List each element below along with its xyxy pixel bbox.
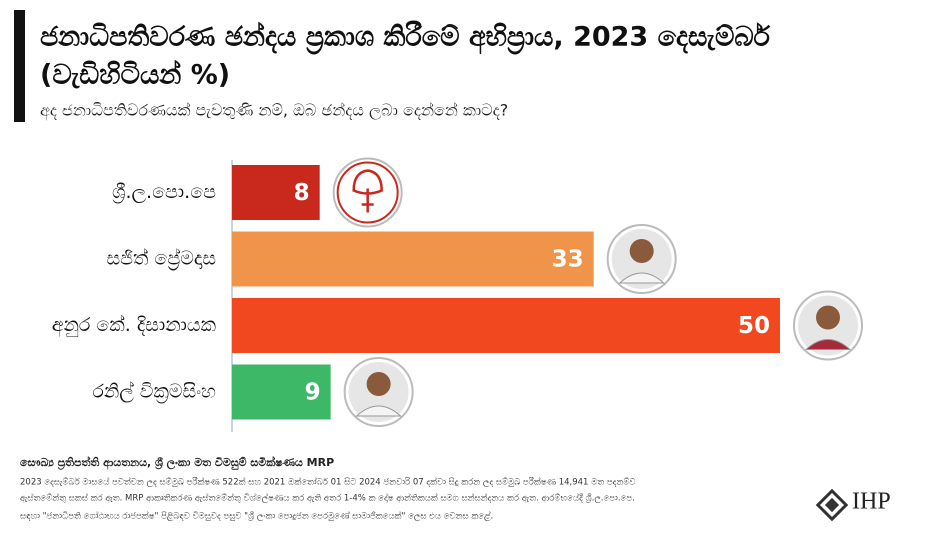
- bar: [232, 231, 594, 287]
- logo-text: IHP: [852, 489, 891, 515]
- note: 2023 දෙසැම්බර් මාසයේ පවත්වන ලද සම්මුඛ පර…: [20, 476, 636, 487]
- value-label: 33: [552, 247, 584, 273]
- bar: [232, 298, 780, 353]
- portrait-body: [355, 405, 402, 417]
- note: ඇස්තමේන්තු සකස් කර ඇත. MRP ආකෘතිකරණ ඇස්ත…: [20, 492, 635, 503]
- logo-icon: [815, 488, 849, 522]
- portrait-head: [366, 372, 391, 396]
- portrait-body: [618, 272, 665, 284]
- source: සෞඛ්‍ය ප්‍රතිපත්ති ආයතනය, ශ්‍රී ලංකා මත …: [20, 455, 334, 471]
- value-label: 50: [738, 313, 770, 339]
- chart-title: ජනාධිපතිවරණ ඡන්දය ප්‍රකාශ කිරීමේ අභිප්‍ර…: [40, 21, 771, 56]
- title-accent: [14, 10, 25, 122]
- chart-title-line2: (වැඩිහිටියන් %): [40, 59, 230, 90]
- portrait-head: [629, 239, 654, 263]
- party-symbol: [336, 161, 399, 224]
- y-tick-label: ශ්‍රී.ල.පො.පෙ: [112, 181, 216, 203]
- value-label: 9: [305, 380, 321, 406]
- portrait-body: [804, 339, 852, 350]
- bar: [232, 165, 320, 220]
- note: සඳහා "ජනාධිපති ගෝඨාභය රාජපක්ෂ" පිළිබඳව ව…: [20, 510, 493, 521]
- value-label: 8: [294, 180, 310, 206]
- y-tick-label: අනුර කේ. දිසානායක: [52, 314, 216, 338]
- portrait-head: [816, 305, 840, 330]
- y-tick-label: සජිත් ප්‍රේමදාස: [106, 247, 216, 270]
- chart-subtitle: අද ජනාධිපතිවරණයක් පැවතුණි නම්, ඔබ ඡන්දය …: [40, 101, 508, 121]
- bar: [232, 364, 331, 420]
- party-symbol: [352, 169, 383, 213]
- y-tick-label: රනිල් වික්‍රමසිංහ: [92, 380, 216, 403]
